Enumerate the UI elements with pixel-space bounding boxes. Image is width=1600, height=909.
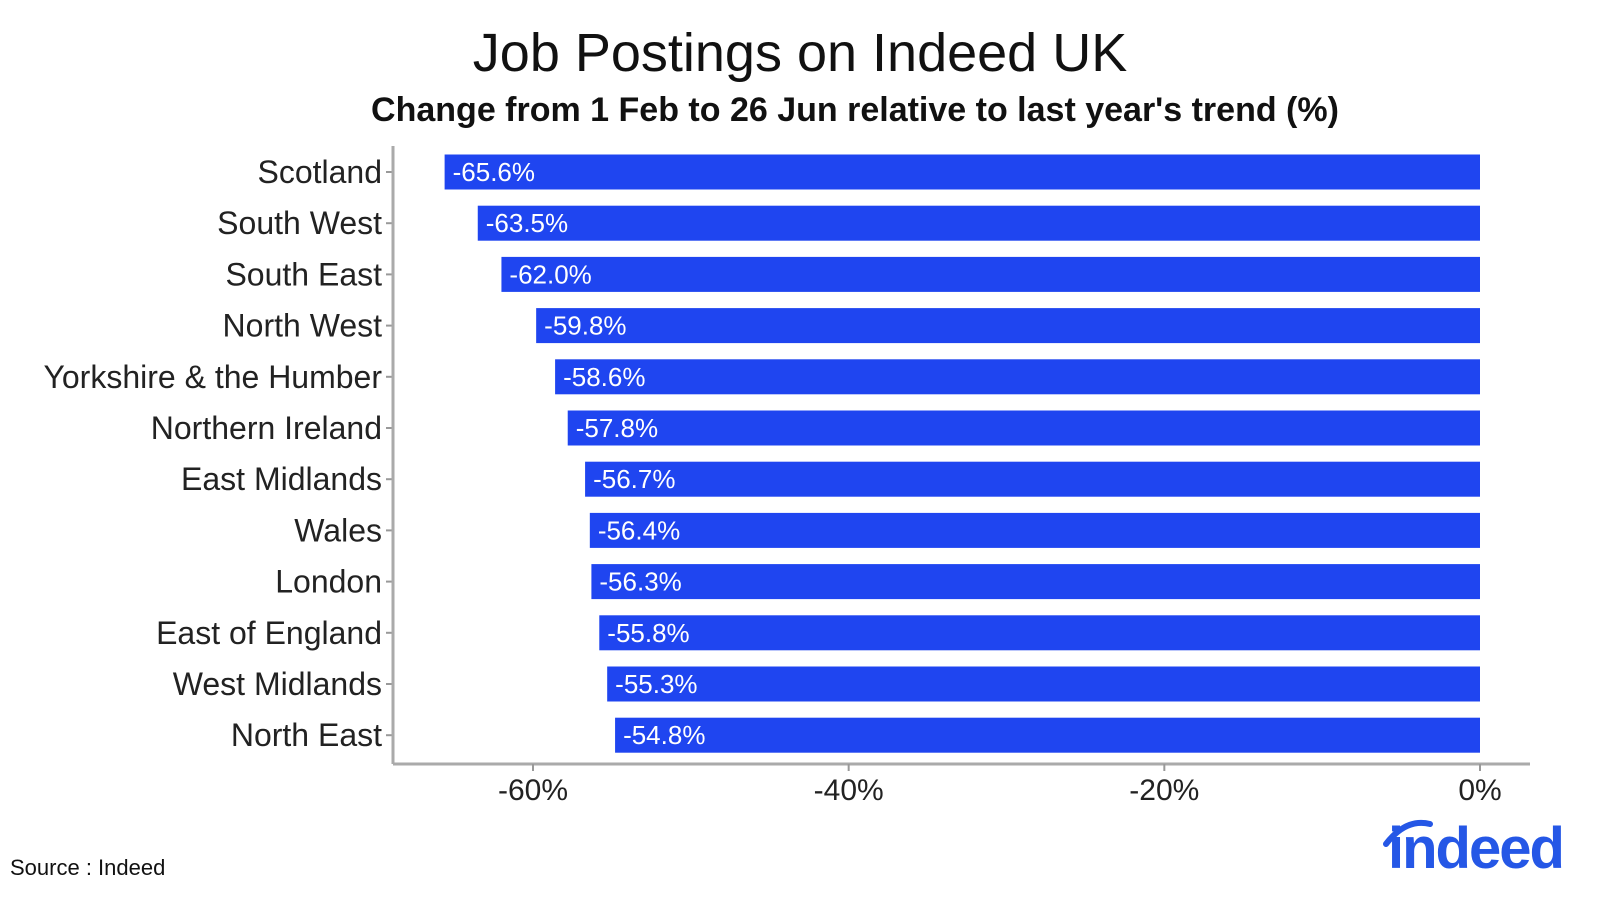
x-tick-label: -40%	[814, 774, 884, 807]
category-label: North East	[231, 717, 382, 753]
data-label: -59.8%	[544, 311, 626, 341]
logo-arc-icon	[1383, 820, 1433, 847]
category-label: South East	[225, 256, 382, 292]
category-label: Northern Ireland	[151, 410, 382, 446]
category-label: West Midlands	[173, 666, 382, 702]
indeed-logo: indeed	[1383, 816, 1588, 900]
axes	[386, 146, 1530, 766]
category-label: Scotland	[257, 154, 382, 190]
bar	[555, 359, 1480, 395]
bar	[444, 154, 1481, 190]
category-label: London	[275, 564, 382, 600]
x-tick-label: 0%	[1458, 774, 1501, 807]
data-label: -55.3%	[615, 669, 697, 699]
category-label: Wales	[294, 512, 382, 548]
x-tick-label: -60%	[498, 774, 568, 807]
bars-group	[444, 154, 1481, 753]
bar	[501, 256, 1480, 292]
data-label: -54.8%	[623, 720, 705, 750]
data-label: -55.8%	[607, 618, 689, 648]
category-label: South West	[217, 205, 382, 241]
bar	[585, 461, 1480, 497]
category-labels: Scotland South West South East North West Yo…	[43, 154, 382, 753]
data-label: -58.6%	[563, 362, 645, 392]
x-ticks: -60% -40% -20% 0%	[498, 764, 1502, 807]
bar	[477, 205, 1481, 241]
category-label: Yorkshire & the Humber	[43, 359, 382, 395]
chart-title: Job Postings on Indeed UK	[472, 23, 1128, 83]
bar	[615, 717, 1480, 753]
data-label: -56.4%	[598, 515, 680, 545]
category-label: East of England	[156, 615, 382, 651]
category-label: North West	[223, 308, 383, 344]
data-label: -56.7%	[593, 464, 675, 494]
logo-text: indeed	[1388, 816, 1565, 881]
data-labels: -65.6% -63.5% -62.0% -59.8% -58.6% -57.8% -56.…	[453, 157, 706, 750]
data-label: -63.5%	[486, 208, 568, 238]
source-note: Source : Indeed	[10, 855, 166, 880]
bar	[607, 666, 1480, 702]
data-label: -57.8%	[576, 413, 658, 443]
bar	[536, 308, 1480, 344]
bar	[591, 564, 1480, 600]
chart-subtitle: Change from 1 Feb to 26 Jun relative to …	[371, 91, 1339, 129]
data-label: -62.0%	[509, 259, 591, 289]
bar	[589, 512, 1480, 548]
bar	[567, 410, 1480, 446]
bar	[599, 615, 1480, 651]
x-tick-label: -20%	[1129, 774, 1199, 807]
data-label: -65.6%	[453, 157, 535, 187]
category-label: East Midlands	[181, 461, 382, 497]
data-label: -56.3%	[599, 567, 681, 597]
